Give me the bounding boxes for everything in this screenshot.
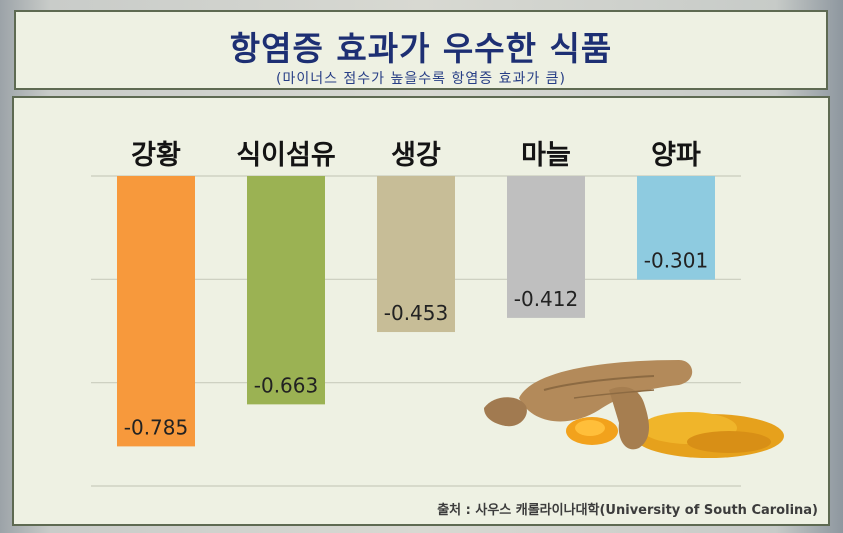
category-label-2: 생강 — [391, 140, 441, 171]
value-label-2: -0.453 — [384, 301, 448, 325]
bar-4 — [637, 176, 715, 280]
chart-panel: 강황 -0.785 식이섬유 -0.663 생강 -0.453 마늘 -0.412 양파 -0.3… — [12, 96, 830, 526]
bar-3 — [507, 176, 585, 318]
title-panel: 항염증 효과가 우수한 식품 (마이너스 점수가 높을수록 항염증 효과가 큼) — [14, 10, 828, 90]
category-label-4: 양파 — [651, 140, 701, 171]
source-caption: 출처 : 사우스 캐롤라이나대학(University of South Car… — [437, 503, 818, 518]
page-subtitle: (마이너스 점수가 높을수록 항염증 효과가 큼) — [275, 71, 566, 87]
page-title: 항염증 효과가 우수한 식품 — [229, 29, 613, 68]
category-label-0: 강황 — [131, 140, 181, 171]
category-label-3: 마늘 — [521, 140, 571, 171]
value-label-4: -0.301 — [644, 249, 708, 273]
bar-1 — [247, 176, 325, 405]
value-label-0: -0.785 — [124, 415, 188, 439]
value-label-3: -0.412 — [514, 287, 578, 311]
bar-chart: 강황 -0.785 식이섬유 -0.663 생강 -0.453 마늘 -0.412 양파 -0.3… — [91, 140, 784, 487]
bar-0 — [117, 176, 195, 447]
turmeric-image — [484, 360, 784, 458]
value-label-1: -0.663 — [254, 373, 318, 397]
category-label-1: 식이섬유 — [236, 140, 335, 171]
bar-2 — [377, 176, 455, 333]
